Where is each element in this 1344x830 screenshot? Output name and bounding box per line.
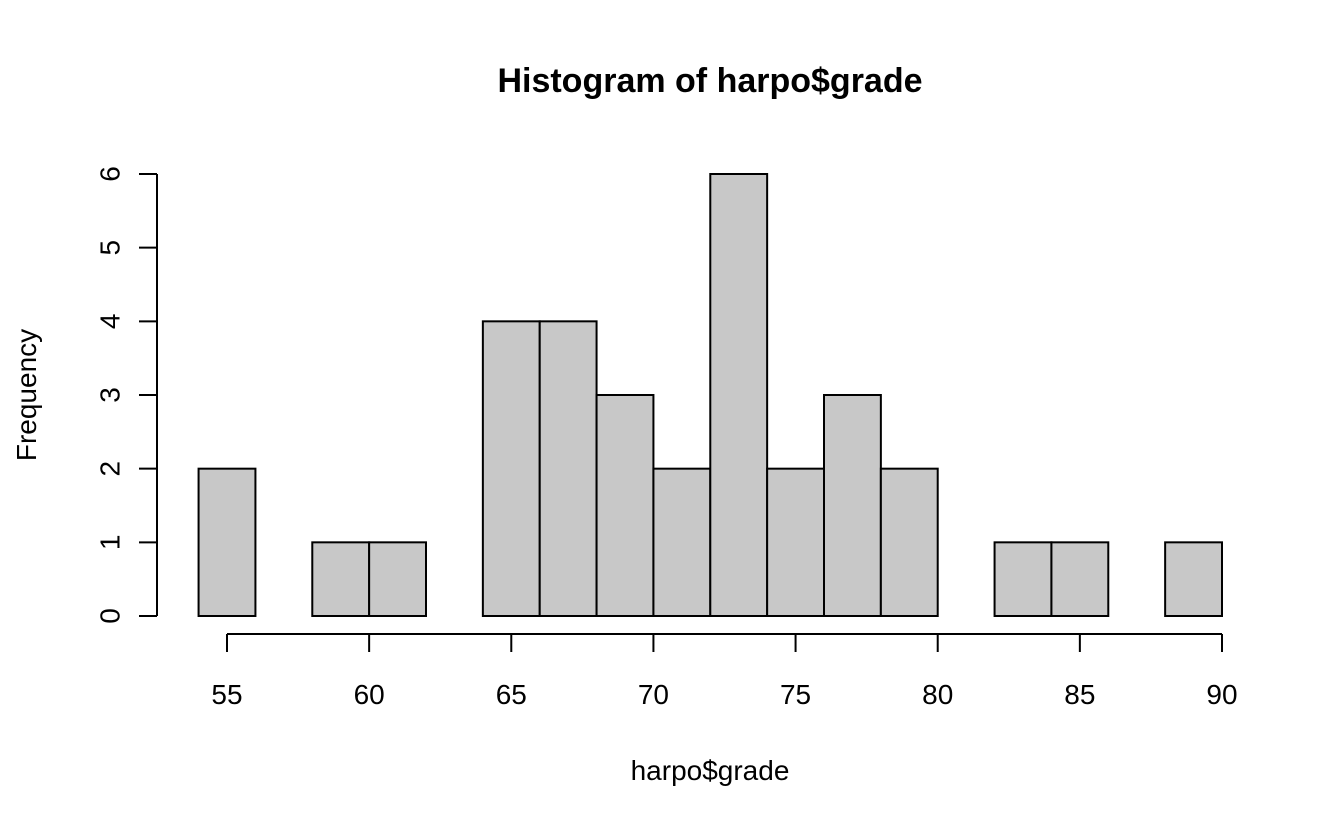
y-tick-label-1: 1 (95, 535, 126, 551)
x-tick-label-60: 60 (354, 679, 385, 710)
histogram-bar-64-66 (481, 320, 541, 617)
x-tick-label-90: 90 (1206, 679, 1237, 710)
histogram-bar-76-78 (823, 394, 882, 617)
histogram-bar-74-76 (766, 467, 826, 617)
x-tick-label-75: 75 (780, 679, 811, 710)
histogram-bar-58-60 (311, 541, 371, 617)
x-tick-label-55: 55 (211, 679, 242, 710)
y-tick-label-4: 4 (95, 314, 126, 330)
histogram-bar-84-86 (1050, 541, 1110, 617)
x-axis: 55 60 65 70 75 80 85 90 (211, 633, 1238, 710)
x-tick-label-80: 80 (922, 679, 953, 710)
y-tick-label-3: 3 (95, 387, 126, 403)
x-tick-label-85: 85 (1064, 679, 1095, 710)
y-tick-label-6: 6 (95, 166, 126, 182)
y-tick-label-0: 0 (95, 608, 126, 624)
histogram-bar-68-70 (595, 394, 655, 617)
x-tick-label-70: 70 (638, 679, 669, 710)
histogram-bar-78-80 (879, 467, 939, 617)
y-tick-label-5: 5 (95, 240, 126, 256)
histogram-bar-82-84 (993, 541, 1053, 617)
x-axis-label: harpo$grade (631, 755, 790, 786)
histogram-bar-70-72 (652, 467, 712, 617)
histogram-bar-54-56 (197, 467, 257, 617)
histogram-bar-88-90 (1164, 541, 1223, 617)
y-axis: 0 1 2 3 4 5 6 (95, 166, 158, 624)
histogram-bar-72-74 (709, 173, 769, 617)
bars-group (197, 173, 1223, 617)
histogram-bar-66-68 (538, 320, 598, 617)
x-tick-label-65: 65 (496, 679, 527, 710)
histogram-bar-60-62 (368, 541, 427, 617)
y-axis-label: Frequency (11, 329, 42, 461)
chart-title: Histogram of harpo$grade (497, 62, 922, 100)
y-tick-label-2: 2 (95, 461, 126, 477)
